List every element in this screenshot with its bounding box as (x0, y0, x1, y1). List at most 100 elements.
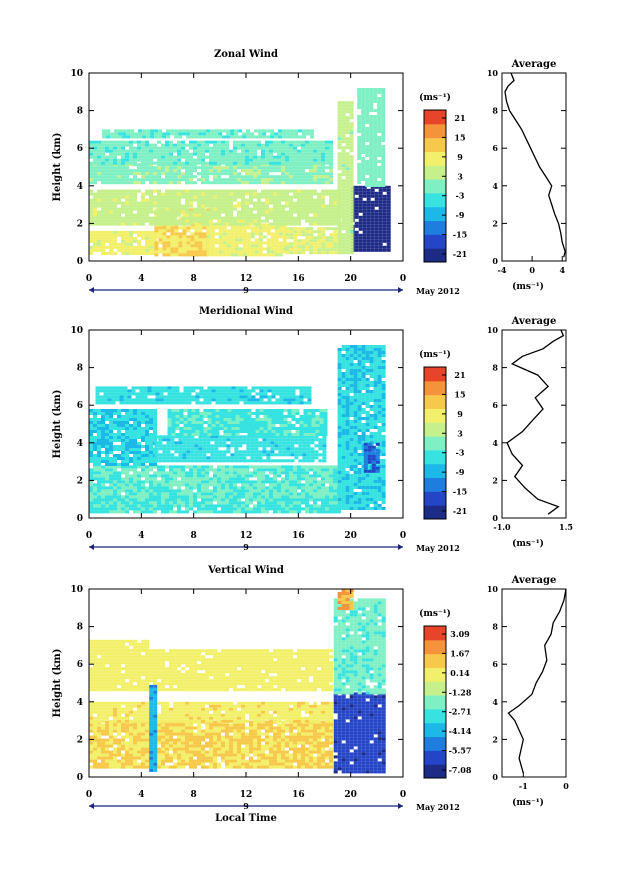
heatmap-cell (201, 474, 205, 478)
heatmap-cell (105, 146, 109, 150)
heatmap-cell (217, 480, 221, 484)
heatmap-cell (177, 222, 181, 226)
heatmap-cell (226, 235, 231, 239)
heatmap-cell (93, 457, 97, 460)
heatmap-cell (211, 427, 216, 430)
heatmap-cell (374, 221, 379, 225)
heatmap-cell (175, 409, 180, 412)
heatmap-cell (386, 242, 391, 246)
heatmap-cell (173, 149, 177, 153)
heatmap-cell (349, 206, 354, 210)
heatmap-cell (137, 152, 141, 156)
heatmap-cell (373, 121, 378, 124)
heatmap-cell (317, 152, 321, 156)
heatmap-cell (137, 210, 141, 214)
heatmap-cell (101, 201, 105, 205)
heatmap-cell (305, 510, 309, 514)
heatmap-cell (117, 242, 121, 246)
heatmap-cell (261, 155, 265, 159)
heatmap-cell (309, 189, 313, 193)
heatmap-cell (366, 215, 371, 219)
heatmap-cell (166, 456, 171, 460)
heatmap-cell (275, 427, 280, 430)
heatmap-cell (222, 241, 227, 245)
heatmap-cell (157, 146, 161, 150)
heatmap-cell (265, 140, 269, 144)
heatmap-cell (137, 149, 141, 153)
heatmap-cell (145, 146, 149, 150)
heatmap-cell (101, 436, 105, 439)
heatmap-cell (165, 210, 169, 214)
heatmap-cell (345, 239, 350, 243)
heatmap-cell (315, 415, 320, 418)
heatmap-cell (257, 161, 261, 165)
heatmap-cell (319, 427, 324, 430)
heatmap-cell (233, 166, 237, 170)
heatmap-cell (161, 507, 165, 511)
heatmap-cell (225, 146, 229, 150)
heatmap-cell (141, 445, 145, 448)
heatmap-cell (309, 236, 314, 240)
heatmap-cell (274, 459, 279, 463)
heatmap-cell (295, 421, 300, 424)
heatmap-cell (105, 442, 109, 445)
heatmap-cell (97, 427, 101, 430)
heatmap-cell (101, 477, 105, 481)
heatmap-cell (309, 507, 313, 511)
heatmap-cell (202, 226, 207, 230)
heatmap-cell (281, 489, 285, 493)
heatmap-cell (207, 409, 212, 412)
heatmap-cell (121, 152, 125, 156)
heatmap-cell (358, 221, 363, 225)
heatmap-cell (229, 510, 233, 514)
heatmap-cell (209, 222, 213, 226)
heatmap-cell (286, 453, 291, 457)
heatmap-cell (97, 155, 101, 159)
heatmap-cell (257, 198, 261, 202)
heatmap-cell (197, 158, 201, 162)
heatmap-cell (329, 143, 333, 147)
heatmap-cell (237, 477, 241, 481)
heatmap-cell (225, 507, 229, 511)
heatmap-cell (241, 181, 245, 185)
heatmap-cell (117, 427, 121, 430)
heatmap-cell (233, 204, 237, 208)
heatmap-cell (325, 213, 329, 217)
heatmap-cell (169, 486, 173, 490)
heatmap-cell (133, 204, 137, 208)
heatmap-cell (121, 210, 125, 214)
heatmap-cell (310, 459, 315, 463)
heatmap-cell (349, 248, 354, 252)
heatmap-cell (89, 486, 93, 490)
heatmap-cell (138, 132, 143, 136)
heatmap-cell (165, 178, 169, 182)
heatmap-cell (229, 178, 233, 182)
heatmap-cell (153, 495, 157, 499)
heatmap-cell (309, 140, 313, 144)
heatmap-cell (249, 489, 253, 493)
heatmap-cell (209, 498, 213, 502)
heatmap-cell (269, 480, 273, 484)
heatmap-cell (345, 203, 350, 207)
heatmap-cell (253, 207, 257, 211)
heatmap-cell (341, 194, 346, 198)
heatmap-cell (154, 229, 159, 233)
heatmap-cell (283, 427, 288, 430)
heatmap-cell (329, 486, 333, 490)
heatmap-cell (357, 178, 362, 181)
heatmap-cell (186, 238, 191, 242)
heatmap-cell (145, 236, 149, 240)
heatmap-cell (257, 169, 261, 173)
heatmap-cell (93, 436, 97, 439)
heatmap-cell (109, 465, 113, 469)
heatmap-cell (233, 155, 237, 159)
heatmap-cell (250, 132, 255, 136)
heatmap-cell (261, 471, 265, 475)
heatmap-cell (161, 501, 165, 505)
heatmap-cell (233, 181, 237, 185)
heatmap-cell (333, 236, 338, 240)
heatmap-cell (301, 230, 306, 234)
heatmap-cell (154, 444, 159, 448)
heatmap-cell (293, 222, 297, 226)
heatmap-cell (357, 148, 362, 151)
